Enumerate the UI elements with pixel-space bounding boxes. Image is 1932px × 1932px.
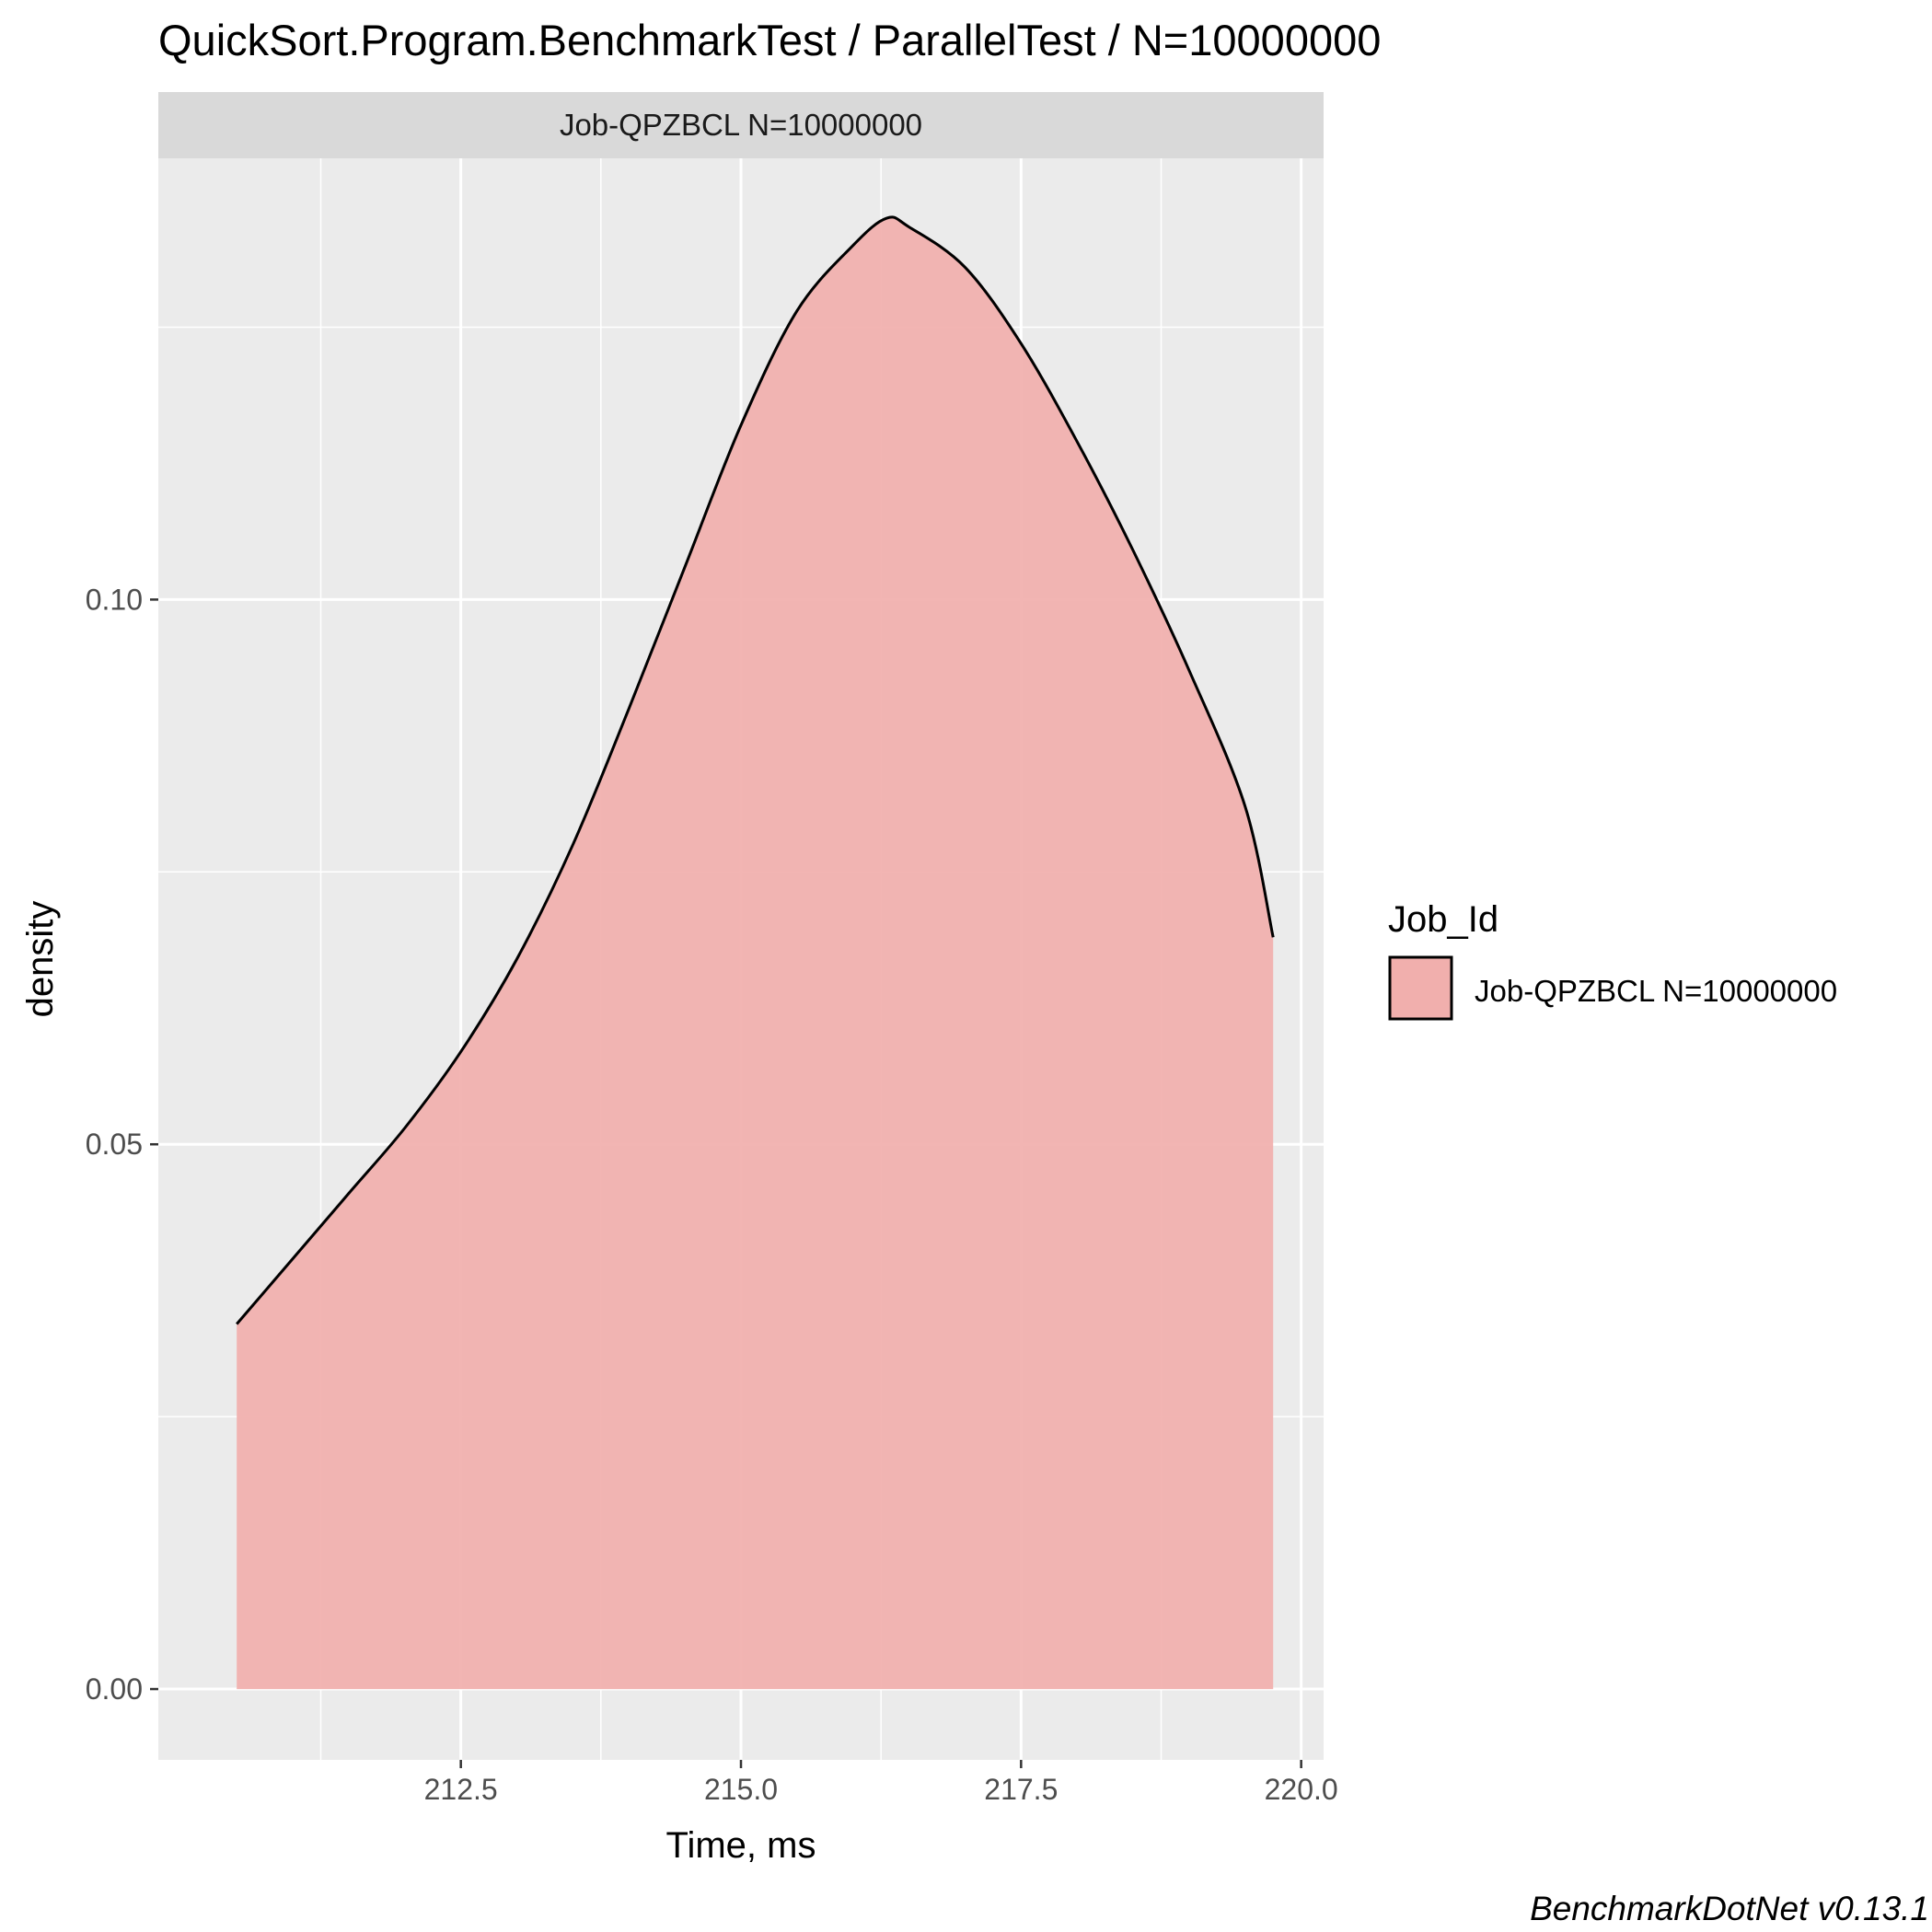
legend-title: Job_Id [1388,899,1498,940]
y-axis: 0.00 0.05 0.10 [86,583,158,1706]
y-tick-label: 0.00 [86,1672,143,1706]
x-tick-label: 220.0 [1265,1773,1338,1806]
legend: Job_Id Job-QPZBCL N=10000000 [1388,899,1837,1021]
legend-key-swatch [1388,955,1453,1021]
facet-strip-label: Job-QPZBCL N=10000000 [560,108,922,142]
x-tick-label: 215.0 [704,1773,778,1806]
caption: BenchmarkDotNet v0.13.1 [1530,1890,1929,1927]
y-tick-label: 0.10 [86,583,143,616]
x-axis: 212.5 215.0 217.5 220.0 [424,1760,1338,1806]
facet-strip [158,92,1324,158]
x-tick-label: 217.5 [984,1773,1058,1806]
legend-item-label: Job-QPZBCL N=10000000 [1475,974,1837,1008]
y-axis-label: density [20,901,61,1018]
y-tick-label: 0.05 [86,1128,143,1161]
x-tick-label: 212.5 [424,1773,498,1806]
chart-title: QuickSort.Program.BenchmarkTest / Parall… [158,16,1381,64]
density-curve [236,215,1275,1325]
x-axis-label: Time, ms [666,1825,816,1866]
density-area [237,216,1274,1690]
